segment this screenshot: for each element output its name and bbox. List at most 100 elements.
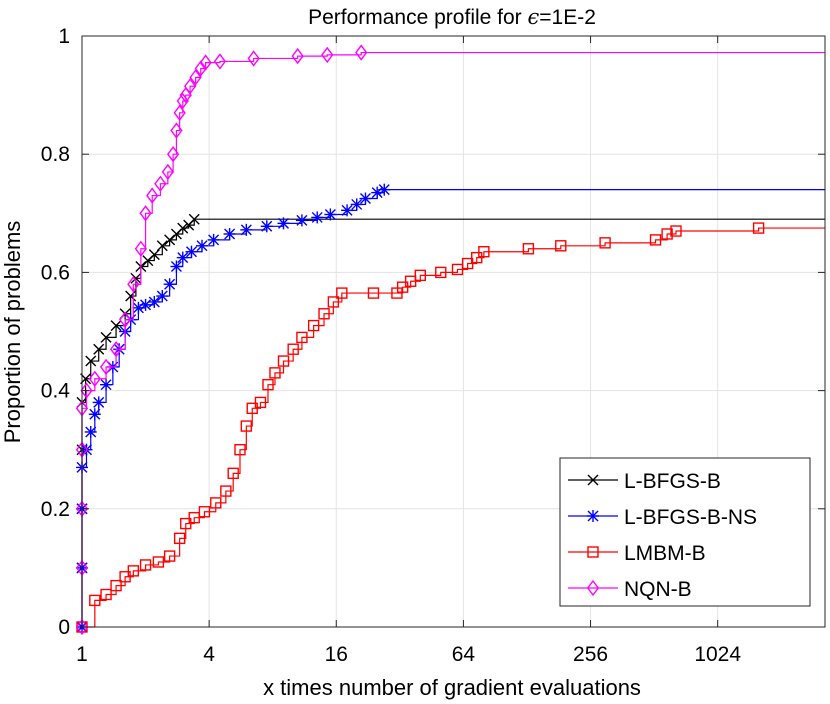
x-tick-label: 1 (76, 643, 88, 666)
series-marker (100, 588, 112, 601)
series-marker (240, 420, 253, 432)
series-marker (414, 269, 427, 282)
series-marker (355, 44, 368, 61)
legend-entry: NQN-B (568, 578, 692, 601)
x-axis-label: x times number of gradient evaluations (263, 675, 641, 700)
series-marker (461, 257, 474, 270)
series-marker (336, 287, 348, 299)
series-marker (92, 396, 105, 409)
series-marker (154, 175, 167, 192)
series-marker (649, 234, 662, 246)
series-marker (189, 69, 202, 86)
series-lmbm-b (76, 222, 825, 633)
x-tick-label: 1024 (694, 643, 741, 666)
series-marker (170, 260, 183, 273)
series-marker (80, 382, 93, 399)
chart-title-prefix: Performance profile for (308, 6, 527, 29)
series-marker (93, 343, 105, 355)
series-marker (173, 104, 186, 121)
series-marker (146, 187, 159, 204)
legend-box (559, 457, 811, 607)
series-marker (152, 556, 165, 568)
series-marker (210, 497, 222, 509)
y-tick-label: 0.8 (41, 143, 70, 166)
legend-entry: L-BFGS-B-NS (568, 506, 757, 529)
y-tick-label: 0 (58, 616, 70, 639)
series-marker (176, 92, 189, 110)
series-marker (183, 78, 197, 95)
series-marker (119, 571, 131, 583)
series-marker (435, 266, 447, 279)
series-marker (88, 370, 101, 387)
series-marker (166, 146, 180, 163)
series-marker (227, 467, 239, 480)
series-marker (291, 47, 304, 65)
series-marker (311, 211, 324, 224)
series-marker (396, 281, 409, 293)
x-tick-label: 256 (573, 643, 608, 666)
plot-frame (81, 35, 826, 628)
series-marker (139, 205, 152, 222)
series-marker (110, 320, 122, 332)
series-marker (118, 311, 132, 328)
series-marker (170, 122, 183, 139)
legend-entry: LMBM-B (568, 542, 706, 565)
series-marker (163, 278, 176, 291)
series-marker (130, 272, 142, 284)
series-marker (177, 222, 189, 234)
series-marker (156, 290, 169, 303)
series-marker (262, 378, 274, 391)
legend-entry: L-BFGS-B (568, 470, 721, 493)
series-marker (207, 233, 220, 246)
y-tick-label: 0.6 (41, 261, 70, 284)
series-marker (84, 425, 97, 438)
series-marker (148, 249, 160, 261)
legend-label: NQN-B (624, 578, 692, 601)
series-marker (471, 251, 483, 264)
series-marker (156, 240, 168, 252)
series-marker (213, 53, 227, 70)
series-marker (194, 60, 207, 77)
series-marker (188, 511, 200, 524)
chart-title-epsilon: ϵ (528, 5, 540, 29)
chart-title: Performance profile for ϵ=1E-2 (308, 5, 596, 29)
series-marker (176, 251, 189, 264)
series-marker (163, 550, 176, 562)
series-marker (148, 295, 161, 308)
series-marker (752, 222, 765, 234)
series-marker (391, 287, 403, 299)
series-marker (198, 506, 211, 518)
y-tick-label: 0.2 (41, 498, 70, 521)
x-tick-label: 4 (203, 643, 215, 666)
legend-label: LMBM-B (624, 542, 706, 565)
series-marker (125, 290, 137, 302)
series-marker (359, 192, 372, 205)
series-marker (295, 214, 308, 227)
series-marker (223, 227, 236, 240)
series-marker (127, 565, 140, 577)
series-marker (139, 559, 152, 571)
series-marker (180, 517, 192, 530)
series-marker (75, 618, 89, 636)
y-tick-label: 0.4 (41, 380, 71, 403)
legend-label: L-BFGS-B (624, 470, 721, 493)
series-marker (260, 220, 273, 233)
series-marker (404, 275, 417, 287)
series-marker (134, 240, 147, 257)
series-marker (100, 378, 113, 391)
y-tick-label: 1 (58, 25, 70, 48)
series-marker (350, 198, 363, 211)
axis-ticks: 1 4 16 64 256 1024 0 0.2 0.4 0.6 0.8 1 (41, 25, 825, 666)
series-marker (85, 355, 97, 367)
series-marker (522, 243, 535, 255)
legend-marker (587, 510, 599, 522)
series-marker (185, 245, 198, 258)
series-marker (378, 183, 391, 196)
series-marker (307, 319, 320, 332)
series-marker (327, 296, 340, 308)
series-marker (110, 579, 122, 592)
series-marker (195, 239, 208, 252)
series-marker (99, 358, 113, 376)
series-layer (75, 44, 825, 636)
